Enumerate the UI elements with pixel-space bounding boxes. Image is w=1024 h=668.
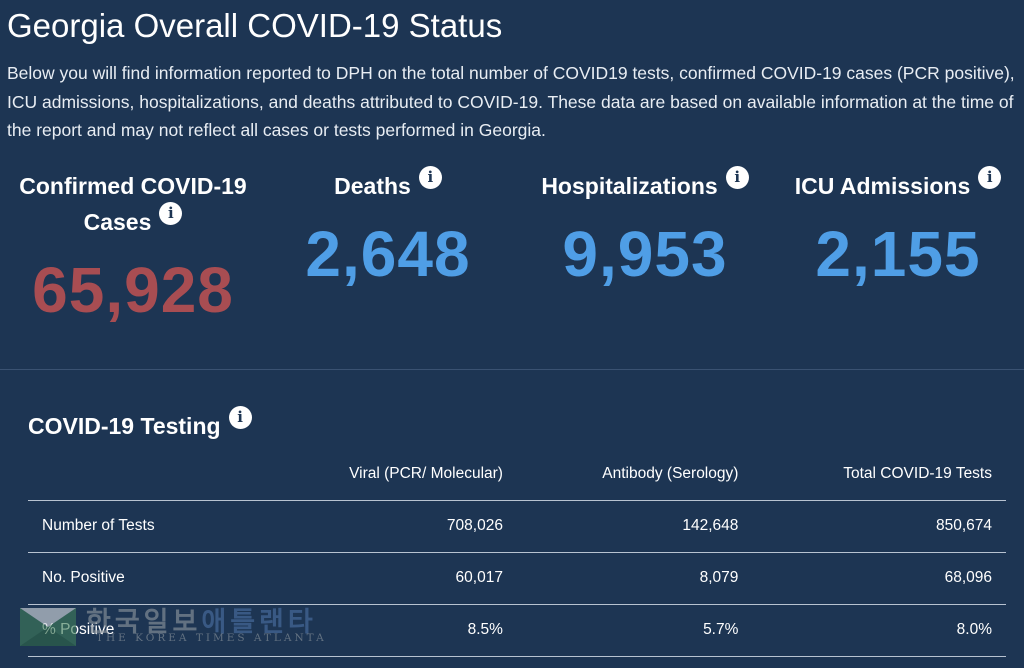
table-cell: 142,648 (516, 500, 753, 553)
intro-paragraph: Below you will find information reported… (7, 63, 1015, 140)
stat-label: Deaths i (278, 166, 498, 204)
row-label: Number of Tests (28, 500, 256, 553)
stat-label-deaths: Deaths (334, 173, 411, 199)
table-row: No. Positive 60,017 8,079 68,096 (28, 552, 1006, 605)
info-icon[interactable]: i (978, 166, 1002, 189)
stat-icu-admissions: ICU Admissions i 2,155 (778, 166, 1018, 290)
table-cell: 5.7% (516, 604, 753, 657)
stat-value-hospitalizations: 9,953 (562, 218, 728, 290)
table-cell: 60,017 (256, 552, 517, 605)
watermark-english: THE KOREA TIMES ATLANTA (96, 632, 327, 644)
stat-value-deaths: 2,648 (305, 218, 471, 290)
table-cell: 708,026 (256, 500, 517, 553)
stat-confirmed-cases: Confirmed COVID-19 Cases i 65,928 (0, 168, 266, 326)
stat-value-icu: 2,155 (815, 218, 981, 290)
stat-label-hospitalizations: Hospitalizations (541, 173, 718, 199)
watermark-korean: 한국일보애틀랜타 (86, 600, 317, 639)
stat-label-line2: Cases (83, 209, 152, 235)
testing-table: Viral (PCR/ Molecular) Antibody (Serolog… (28, 448, 1006, 657)
table-cell: 850,674 (752, 500, 1006, 553)
stat-deaths: Deaths i 2,648 (278, 166, 498, 290)
watermark-korean-b: 애틀랜타 (201, 607, 317, 637)
stat-value-cases: 65,928 (32, 254, 234, 326)
stat-hospitalizations: Hospitalizations i 9,953 (520, 166, 770, 290)
info-icon[interactable]: i (159, 202, 183, 225)
column-header: Antibody (Serology) (516, 448, 753, 501)
stat-label: Cases i (0, 202, 266, 240)
info-icon[interactable]: i (228, 406, 252, 429)
column-header (28, 448, 256, 501)
stat-label: Hospitalizations i (520, 166, 770, 204)
column-header: Viral (PCR/ Molecular) (256, 448, 517, 501)
table-cell: 68,096 (752, 552, 1006, 605)
page-title: Georgia Overall COVID-19 Status (7, 7, 503, 44)
korea-times-logo-icon (20, 608, 76, 646)
testing-title-text: COVID-19 Testing (28, 413, 221, 439)
table-row: Number of Tests 708,026 142,648 850,674 (28, 500, 1006, 553)
table-cell: 8,079 (516, 552, 753, 605)
section-divider (0, 369, 1024, 370)
table-cell: 8.0% (752, 604, 1006, 657)
row-label: No. Positive (28, 552, 256, 605)
info-icon[interactable]: i (725, 166, 749, 189)
stat-label: ICU Admissions i (778, 166, 1018, 204)
table-row: % Positive 8.5% 5.7% 8.0% (28, 604, 1006, 657)
table-cell: 8.5% (256, 604, 517, 657)
column-header: Total COVID-19 Tests (752, 448, 1006, 501)
stat-label: Confirmed COVID-19 (19, 173, 247, 199)
testing-title: COVID-19 Testing i (28, 406, 252, 444)
table-header-row: Viral (PCR/ Molecular) Antibody (Serolog… (28, 448, 1006, 501)
stat-label-icu: ICU Admissions (794, 173, 971, 199)
watermark-korean-a: 한국일보 (86, 607, 202, 637)
info-icon[interactable]: i (418, 166, 442, 189)
